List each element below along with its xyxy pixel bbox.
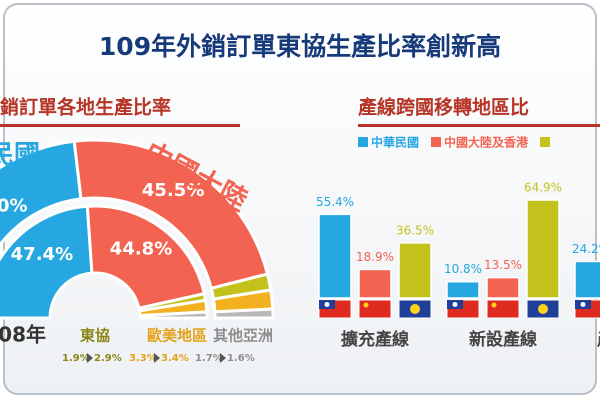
donut-segment [213, 307, 275, 320]
value-label: 46.0% [0, 195, 28, 216]
category-label: 產 [597, 329, 600, 350]
bar [318, 213, 352, 299]
legend-swatch [431, 137, 442, 147]
flag [491, 302, 497, 308]
value-label: 36.5% [396, 223, 434, 237]
flag [486, 299, 520, 319]
bar [398, 242, 432, 299]
bar [574, 260, 600, 299]
category-label: 中華民國 [0, 141, 40, 171]
page-title: 109年外銷訂單東協生產比率創新高 [99, 32, 501, 61]
arrow [220, 353, 226, 363]
legend-swatch [358, 137, 368, 147]
value-label: 1.6% [227, 353, 255, 364]
bar [486, 276, 520, 299]
donut-segment [72, 138, 270, 291]
donut-segment [85, 204, 207, 311]
title-underline [358, 124, 600, 127]
category-label: 歐美地區 [147, 327, 207, 345]
bar-chart: 中華民國 中國大陸及香港 55.4% 18.9%36.5% 擴充產線 10.8% 13.5%… [316, 135, 600, 350]
donut-segment [138, 310, 209, 320]
value-label: 47.4% [11, 244, 73, 265]
value-label: 1.7% [195, 353, 223, 364]
left-title: 銷訂單各地生產比率 [0, 96, 171, 119]
arrow [87, 353, 93, 363]
bar [358, 268, 392, 299]
donut-chart: 47.4%44.8%46.0%45.5%中華民國中國大陸108年東協1.9%2.… [0, 136, 275, 364]
legend-swatch [540, 137, 551, 147]
bar [526, 199, 560, 299]
series-label: 108年 [0, 323, 46, 347]
value-label: 10.8% [444, 262, 482, 276]
legend-label: 中國大陸及香港 [444, 135, 529, 150]
arrow [154, 353, 160, 363]
flag [410, 304, 420, 314]
legend-label: 中華民國 [371, 135, 419, 150]
category-label: 新設產線 [469, 329, 537, 350]
donut-segment [0, 204, 94, 320]
flag [358, 299, 392, 319]
flag [452, 302, 458, 307]
flag [580, 302, 586, 307]
title-underline [0, 124, 240, 127]
value-label: 18.9% [356, 250, 394, 264]
flag [363, 302, 369, 308]
value-label: 1.9% [62, 353, 90, 364]
value-label: 45.5% [142, 180, 204, 201]
category-label: 其他亞洲 [213, 327, 273, 345]
bar [446, 280, 480, 299]
value-label: 44.8% [110, 239, 172, 260]
value-label: 64.9% [524, 181, 562, 195]
value-label: 3.4% [161, 353, 189, 364]
value-label: 3.3% [129, 353, 157, 364]
value-label: 13.5% [484, 258, 522, 272]
value-label: 24.2% [572, 242, 600, 256]
right-title: 產線跨國移轉地區比 [358, 96, 529, 119]
value-label: 2.9% [94, 353, 122, 364]
flag [324, 302, 330, 307]
category-label: 擴充產線 [341, 329, 409, 350]
flag [538, 304, 548, 314]
category-label: 東協 [80, 327, 110, 345]
value-label: 55.4% [316, 195, 354, 209]
